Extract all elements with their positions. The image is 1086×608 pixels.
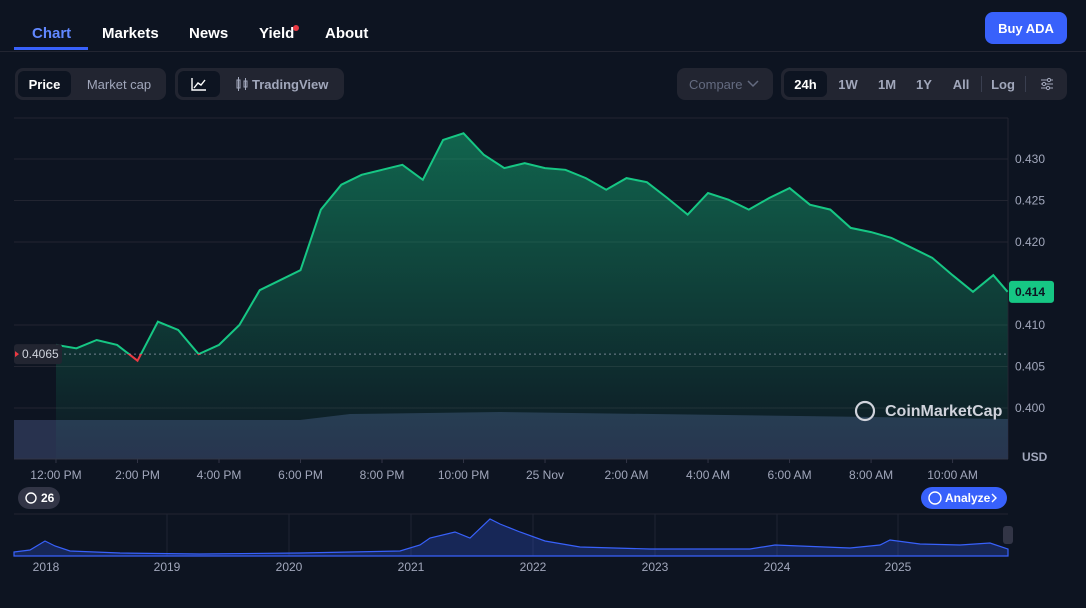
- y-tick-label: 0.420: [1015, 235, 1045, 249]
- year-label: 2018: [33, 560, 60, 574]
- year-label: 2021: [398, 560, 425, 574]
- y-tick-label: 0.430: [1015, 152, 1045, 166]
- y-tick-label: 0.400: [1015, 401, 1045, 415]
- navigator-handle[interactable]: [1003, 526, 1013, 544]
- alerts-count: 26: [41, 491, 55, 505]
- y-tick-label: 0.405: [1015, 360, 1045, 374]
- watermark-text: CoinMarketCap: [885, 403, 1003, 420]
- year-label: 2025: [885, 560, 912, 574]
- year-label: 2024: [764, 560, 791, 574]
- year-label: 2023: [642, 560, 669, 574]
- x-tick-label: 6:00 AM: [768, 468, 812, 482]
- y-tick-label: 0.410: [1015, 318, 1045, 332]
- x-tick-label: 6:00 PM: [278, 468, 323, 482]
- y-tick-label: 0.425: [1015, 194, 1045, 208]
- year-label: 2020: [276, 560, 303, 574]
- x-tick-label: 12:00 PM: [30, 468, 81, 482]
- price-area: [56, 133, 1008, 459]
- navigator-line: [14, 519, 1008, 556]
- x-tick-label: 2:00 PM: [115, 468, 160, 482]
- year-label: 2022: [520, 560, 547, 574]
- x-tick-label: 8:00 PM: [360, 468, 405, 482]
- current-price-label: 0.414: [1015, 285, 1045, 299]
- x-tick-label: 4:00 AM: [686, 468, 730, 482]
- y-unit: USD: [1022, 450, 1048, 464]
- x-tick-label: 2:00 AM: [605, 468, 649, 482]
- x-tick-label: 4:00 PM: [197, 468, 242, 482]
- x-tick-label: 8:00 AM: [849, 468, 893, 482]
- x-tick-label: 25 Nov: [526, 468, 564, 482]
- x-tick-label: 10:00 PM: [438, 468, 489, 482]
- x-tick-label: 10:00 AM: [927, 468, 978, 482]
- reference-label: 0.4065: [22, 347, 59, 361]
- analyze-label: Analyze: [945, 491, 991, 505]
- year-label: 2019: [154, 560, 181, 574]
